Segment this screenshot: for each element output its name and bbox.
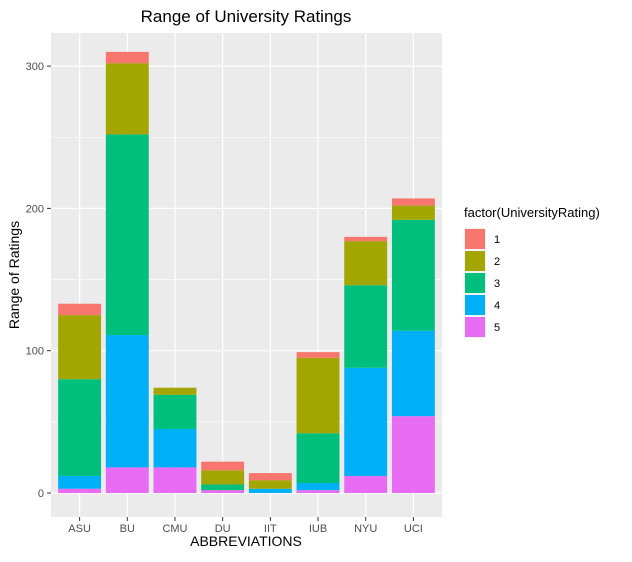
bar-segment-nyu-rating-4: [344, 367, 388, 476]
y-tick-label: 100: [26, 346, 44, 358]
bar-segment-asu-rating-5: [58, 488, 102, 493]
bar-segment-iit-rating-2: [248, 480, 292, 489]
x-tick-label: IIT: [264, 523, 277, 535]
legend-label-1: 1: [494, 234, 500, 246]
y-tick-label: 200: [26, 203, 44, 215]
bar-segment-uci-rating-4: [391, 330, 435, 417]
legend-label-3: 3: [494, 278, 500, 290]
bar-segment-uci-rating-1: [391, 198, 435, 206]
bar-segment-bu-rating-4: [105, 335, 149, 468]
bar-segment-asu-rating-3: [58, 379, 102, 476]
x-tick-label: BU: [120, 523, 135, 535]
bar-segment-uci-rating-2: [391, 205, 435, 220]
bar-segment-nyu-rating-1: [344, 236, 388, 242]
x-axis-title: ABBREVIATIONS: [190, 533, 302, 549]
x-tick-label: UCI: [404, 523, 423, 535]
bar-segment-nyu-rating-3: [344, 285, 388, 368]
x-tick-label: CMU: [162, 523, 187, 535]
legend-swatch-1: [465, 229, 485, 249]
bar-segment-iub-rating-2: [296, 357, 340, 434]
bar-segment-bu-rating-2: [105, 63, 149, 135]
bar-segment-asu-rating-2: [58, 315, 102, 380]
y-tick-label: 300: [26, 61, 44, 73]
x-tick-label: IUB: [309, 523, 327, 535]
bar-segment-cmu-rating-2: [153, 387, 197, 395]
bar-segment-bu-rating-3: [105, 134, 149, 336]
bar-segment-iub-rating-1: [296, 352, 340, 358]
legend: factor(UniversityRating) 1 2 3 4 5: [464, 205, 600, 338]
bar-segment-uci-rating-5: [391, 416, 435, 493]
bar-segment-iub-rating-5: [296, 490, 340, 493]
legend-swatch-5: [465, 317, 485, 337]
bar-segment-du-rating-5: [201, 490, 245, 493]
bar-segment-asu-rating-1: [58, 303, 102, 316]
y-axis: 0 100 200 300: [26, 61, 51, 500]
bar-segment-iit-rating-1: [248, 473, 292, 481]
bar-segment-cmu-rating-3: [153, 394, 197, 429]
bar-segment-nyu-rating-2: [344, 241, 388, 286]
y-tick-label: 0: [38, 488, 44, 500]
bar-segment-du-rating-1: [201, 461, 245, 471]
bar-segment-uci-rating-3: [391, 219, 435, 331]
legend-swatch-3: [465, 273, 485, 293]
y-axis-title: Range of Ratings: [6, 221, 22, 329]
bar-segment-iub-rating-3: [296, 433, 340, 484]
bar-segment-cmu-rating-5: [153, 467, 197, 493]
bar-segment-cmu-rating-4: [153, 428, 197, 468]
legend-swatch-2: [465, 251, 485, 271]
x-tick-label: NYU: [354, 523, 377, 535]
legend-label-2: 2: [494, 256, 500, 268]
bar-segment-bu-rating-1: [105, 51, 149, 64]
bar-segment-nyu-rating-5: [344, 475, 388, 493]
bar-segment-du-rating-3: [201, 484, 245, 491]
bars: [58, 51, 435, 493]
legend-label-4: 4: [494, 300, 500, 312]
bar-segment-iub-rating-4: [296, 483, 340, 491]
chart-title: Range of University Ratings: [141, 7, 352, 26]
bar-segment-bu-rating-5: [105, 467, 149, 493]
x-tick-label: DU: [215, 523, 231, 535]
legend-swatch-4: [465, 295, 485, 315]
bar-segment-asu-rating-4: [58, 475, 102, 489]
bar-segment-du-rating-2: [201, 470, 245, 485]
legend-title: factor(UniversityRating): [464, 205, 600, 220]
x-tick-label: ASU: [68, 523, 91, 535]
bar-segment-iit-rating-4: [248, 488, 292, 493]
x-axis: ASU BU CMU DU IIT IUB NYU UCI: [68, 517, 423, 535]
legend-label-5: 5: [494, 322, 500, 334]
